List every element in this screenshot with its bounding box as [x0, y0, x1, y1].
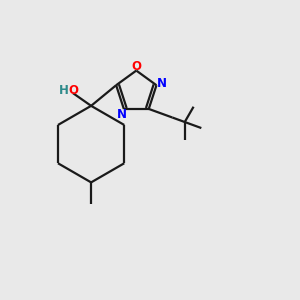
Text: H: H [59, 84, 68, 97]
Text: N: N [157, 77, 167, 90]
Text: O: O [69, 84, 79, 97]
Text: O: O [131, 60, 141, 73]
Text: N: N [117, 108, 128, 121]
